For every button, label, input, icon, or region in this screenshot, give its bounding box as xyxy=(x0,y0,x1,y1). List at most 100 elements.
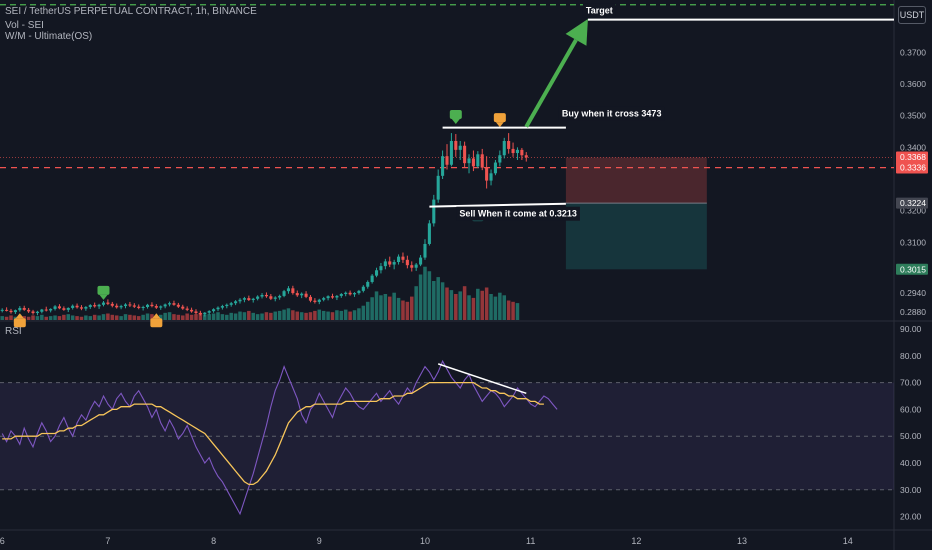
price-tick-label: 0.2880 xyxy=(900,307,926,317)
volume-bar xyxy=(141,314,145,320)
candle-body xyxy=(49,308,53,311)
candle-body xyxy=(97,304,101,307)
candle-body xyxy=(13,310,17,313)
signal-marker-body xyxy=(13,318,26,328)
volume-bar xyxy=(379,295,383,320)
candle-body xyxy=(0,309,4,311)
volume-bar xyxy=(352,310,357,320)
rsi-tick-label: 50.00 xyxy=(900,431,922,441)
volume-bar xyxy=(128,314,132,320)
candle-body xyxy=(467,158,471,164)
rsi-tick-label: 90.00 xyxy=(900,324,922,334)
volume-bar xyxy=(502,295,507,320)
price-axis-panel xyxy=(894,0,932,550)
candle-body xyxy=(485,167,489,181)
rsi-tick-label: 70.00 xyxy=(900,378,922,388)
candle-body xyxy=(5,309,9,311)
candle-body xyxy=(379,266,383,271)
candle-body xyxy=(194,311,198,314)
candle-body xyxy=(264,294,268,297)
candle-body xyxy=(520,149,524,156)
target-label-bg xyxy=(582,3,616,18)
candle-body xyxy=(291,288,295,294)
volume-bar xyxy=(216,312,220,320)
price-tick-label: 0.3100 xyxy=(900,237,926,247)
volume-bar xyxy=(365,301,370,320)
candle-body xyxy=(22,307,26,310)
volume-bar xyxy=(326,311,330,320)
time-tick-label: 7 xyxy=(105,536,110,546)
candle-body xyxy=(190,309,194,312)
candle-body xyxy=(119,306,123,308)
volume-bar xyxy=(449,290,454,320)
candle-body xyxy=(27,309,31,312)
candle-body xyxy=(101,302,106,305)
rsi-tick-label: 30.00 xyxy=(900,485,922,495)
candle-body xyxy=(216,307,220,310)
candle-body xyxy=(128,304,132,306)
price-badge-text: 0.3224 xyxy=(900,198,926,208)
signal-marker-1 xyxy=(150,313,163,328)
volume-bar xyxy=(106,313,110,320)
volume-bar xyxy=(233,313,238,320)
signal-marker-body xyxy=(493,113,506,123)
time-tick-label: 11 xyxy=(526,536,535,546)
candle-body xyxy=(357,290,361,294)
candle-body xyxy=(480,154,484,168)
volume-bar xyxy=(511,301,515,320)
volume-bar xyxy=(282,309,286,320)
volume-bar xyxy=(361,305,366,320)
volume-bar xyxy=(308,312,313,320)
candle-body xyxy=(511,148,515,154)
target-label: Target xyxy=(586,6,613,16)
candle-body xyxy=(256,296,260,299)
signal-marker-body xyxy=(449,109,462,119)
candle-body xyxy=(432,199,436,224)
candle-body xyxy=(115,305,119,308)
price-badge-1 xyxy=(896,162,928,174)
price-tick-label: 0.2940 xyxy=(900,288,926,298)
target-arrow-head xyxy=(565,19,588,46)
price-badge-3 xyxy=(896,263,928,275)
volume-bar xyxy=(22,316,26,320)
time-tick-label: 13 xyxy=(737,536,747,546)
volume-bar xyxy=(343,309,348,320)
signal-marker-2 xyxy=(13,313,26,328)
volume-bar xyxy=(181,315,185,320)
volume-bar xyxy=(31,315,35,320)
candle-body xyxy=(260,294,264,297)
volume-bar xyxy=(92,314,97,320)
time-tick-label: 14 xyxy=(843,536,853,546)
candle-body xyxy=(427,223,431,244)
candle-body xyxy=(374,270,379,276)
signal-marker-body xyxy=(97,285,110,295)
volume-bar xyxy=(414,286,418,320)
currency-button[interactable]: USDT xyxy=(898,6,926,24)
volume-bar xyxy=(57,316,62,320)
symbol-title[interactable]: SEI / TetherUS PERPETUAL CONTRACT, 1h, B… xyxy=(5,6,257,17)
wm-indicator-label[interactable]: W/M - Ultimate(OS) xyxy=(5,31,93,42)
candle-body xyxy=(172,303,176,305)
volume-bar xyxy=(44,316,49,320)
rsi-pane-label[interactable]: RSI xyxy=(5,326,22,337)
candle-body xyxy=(150,304,154,307)
candle-body xyxy=(524,155,528,158)
volume-bar xyxy=(35,316,40,320)
volume-bar xyxy=(123,314,128,320)
volume-bar xyxy=(295,311,300,320)
volume-bar xyxy=(260,313,264,320)
price-badge-text: 0.3368 xyxy=(900,152,926,162)
volume-bar xyxy=(150,314,154,320)
volume-indicator-label[interactable]: Vol - SEI xyxy=(5,20,44,31)
candle-body xyxy=(317,299,321,302)
time-tick-label: 8 xyxy=(211,536,216,546)
candle-body xyxy=(168,303,172,305)
volume-bar xyxy=(251,312,255,320)
candle-body xyxy=(388,261,392,265)
volume-bar xyxy=(405,301,410,320)
volume-bar xyxy=(163,312,167,320)
rsi-line xyxy=(1,359,558,516)
volume-bar xyxy=(458,291,462,320)
candle-body xyxy=(454,140,458,150)
